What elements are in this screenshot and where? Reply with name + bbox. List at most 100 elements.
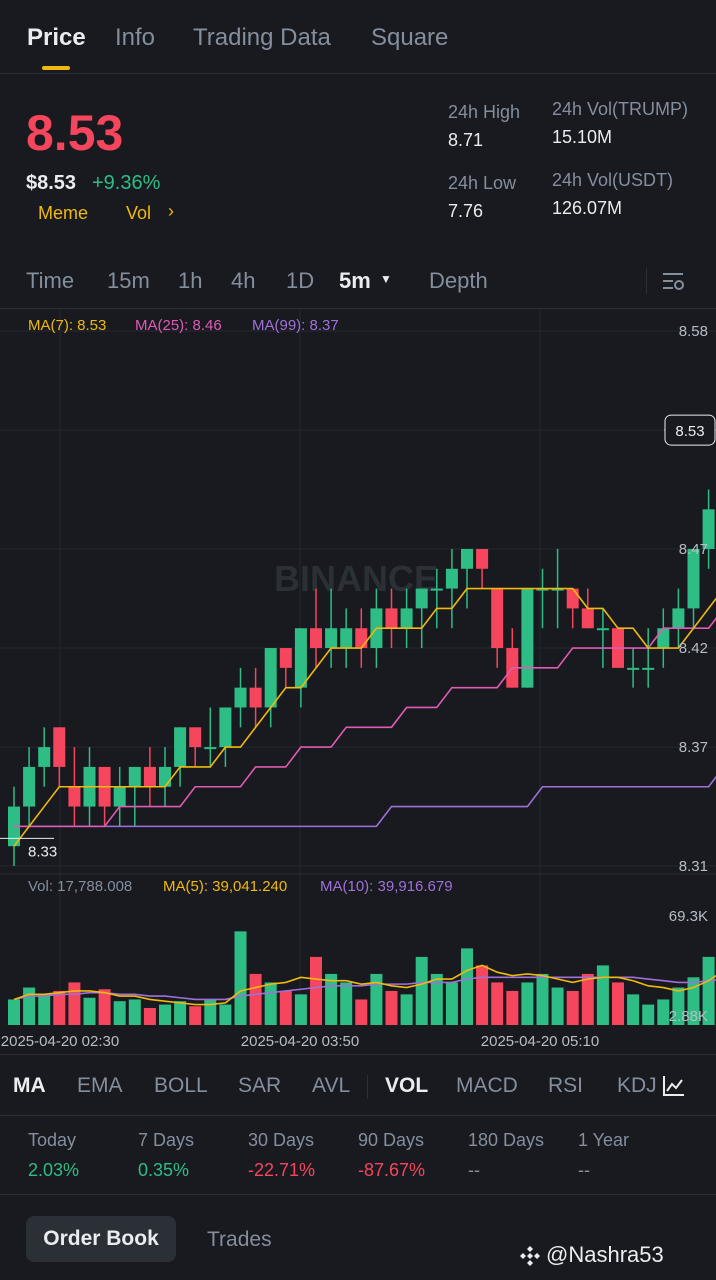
timeframe-depth[interactable]: Depth (429, 268, 488, 293)
candle-body (536, 588, 549, 591)
volume-bar (536, 973, 549, 1025)
candle-body (476, 548, 489, 569)
performance-period-value: -87.67% (358, 1160, 426, 1180)
candle-body (551, 588, 564, 591)
candle-body (400, 608, 413, 629)
price-axis-tick: 8.58 (679, 323, 708, 340)
volume-bar (415, 956, 428, 1025)
volume-bar (430, 973, 443, 1025)
performance-period-label: Today (28, 1130, 77, 1150)
volume-bar (38, 994, 51, 1025)
indicator-macd[interactable]: MACD (456, 1074, 518, 1097)
candle-body (113, 786, 126, 807)
candle-body (68, 786, 81, 807)
volume-bar (642, 1004, 655, 1025)
tag-vol[interactable]: Vol (126, 203, 152, 223)
volume-bar (491, 982, 504, 1025)
performance-period-label: 7 Days (138, 1130, 195, 1150)
candle-body (596, 628, 609, 631)
caret-down-icon[interactable]: ▼ (380, 272, 392, 286)
volume-bar (370, 973, 383, 1025)
price-axis-tick: 8.37 (679, 739, 708, 756)
trades-tab[interactable]: Trades (207, 1228, 272, 1251)
volume-ma5-line (13, 964, 716, 1006)
tab-trading-data[interactable]: Trading Data (193, 24, 331, 51)
candle-body (461, 548, 473, 569)
chart-settings-icon[interactable] (660, 268, 686, 294)
volume-bar (8, 999, 20, 1025)
timeframe-1d[interactable]: 1D (286, 268, 315, 293)
vol-base-label: 24h Vol(TRUMP) (552, 99, 689, 119)
candle-body (264, 648, 277, 708)
indicator-ma[interactable]: MA (13, 1074, 46, 1097)
candle-body (249, 687, 262, 708)
candle-body (219, 707, 232, 748)
indicator-boll[interactable]: BOLL (154, 1074, 208, 1097)
author-watermark: @Nashra53 (546, 1242, 664, 1267)
candle-body (128, 766, 141, 787)
volume-bar (294, 994, 307, 1025)
volume-bar (506, 990, 519, 1025)
timeframe-15m[interactable]: 15m (107, 268, 150, 293)
ma7-line (13, 587, 716, 847)
timeframe-time[interactable]: Time (26, 268, 75, 293)
volume-legend-item: Vol: 17,788.008 (28, 878, 132, 895)
tag-meme[interactable]: Meme (38, 203, 89, 223)
volume-bar (113, 1001, 126, 1025)
candle-body (642, 667, 655, 670)
candle-body (355, 628, 368, 649)
indicator-vol[interactable]: VOL (385, 1074, 429, 1097)
timeframe-5m[interactable]: 5m (339, 268, 371, 293)
tab-info[interactable]: Info (115, 24, 156, 51)
volume-bar (596, 965, 609, 1025)
indicator-sar[interactable]: SAR (238, 1074, 282, 1097)
candle-body (143, 766, 156, 787)
divider (367, 1075, 368, 1099)
volume-bar (551, 987, 564, 1025)
high-label: 24h High (448, 102, 521, 122)
indicator-avl[interactable]: AVL (312, 1074, 351, 1097)
binance-watermark: BINANCE (274, 558, 438, 599)
candle-body (310, 628, 322, 649)
candlestick-chart[interactable]: BINANCE MA(7): 8.53 MA(25): 8.46 MA(99): 8… (0, 308, 716, 1053)
indicator-rsi[interactable]: RSI (548, 1074, 584, 1097)
volume-bar (83, 997, 96, 1025)
volume-bar (189, 1006, 202, 1025)
volume-bar (521, 982, 534, 1025)
candle-body (415, 588, 428, 609)
candle-body (23, 766, 36, 807)
chevron-right-icon[interactable]: › (168, 201, 174, 221)
candle-body (566, 588, 579, 609)
candle-body (385, 608, 398, 629)
candle-body (340, 628, 353, 649)
performance-period-value: -22.71% (248, 1160, 316, 1180)
volume-bar (53, 990, 66, 1025)
volume-bar (249, 973, 262, 1025)
candle-body (174, 727, 187, 767)
tab-square[interactable]: Square (371, 24, 449, 51)
chart-expand-icon[interactable] (660, 1073, 686, 1099)
indicator-ema[interactable]: EMA (77, 1074, 123, 1097)
indicator-kdj[interactable]: KDJ (617, 1074, 657, 1097)
usd-price: $8.53 (26, 172, 77, 194)
vol-quote-label: 24h Vol(USDT) (552, 170, 674, 190)
top-tabs: Price Info Trading Data Square (0, 0, 716, 74)
volume-bar (476, 965, 489, 1025)
order-book-tab[interactable]: Order Book (26, 1216, 176, 1262)
volume-bar (612, 982, 624, 1025)
volume-bar (627, 994, 640, 1025)
volume-bar (325, 973, 338, 1025)
price-change-percent: +9.36% (92, 172, 161, 194)
timeframe-1h[interactable]: 1h (178, 268, 203, 293)
volume-bar (461, 948, 473, 1025)
performance-period-label: 1 Year (578, 1130, 630, 1150)
volume-bar (264, 982, 277, 1025)
tab-price[interactable]: Price (27, 24, 86, 51)
timeframe-4h[interactable]: 4h (231, 268, 256, 293)
performance-period-label: 90 Days (358, 1130, 425, 1150)
divider (0, 1194, 716, 1195)
price-axis-tick: 8.47 (679, 541, 708, 558)
volume-bar (68, 982, 81, 1025)
current-price-badge (664, 414, 716, 446)
chart-canvas[interactable]: BINANCE MA(7): 8.53 MA(25): 8.46 MA(99): 8… (0, 309, 716, 1054)
